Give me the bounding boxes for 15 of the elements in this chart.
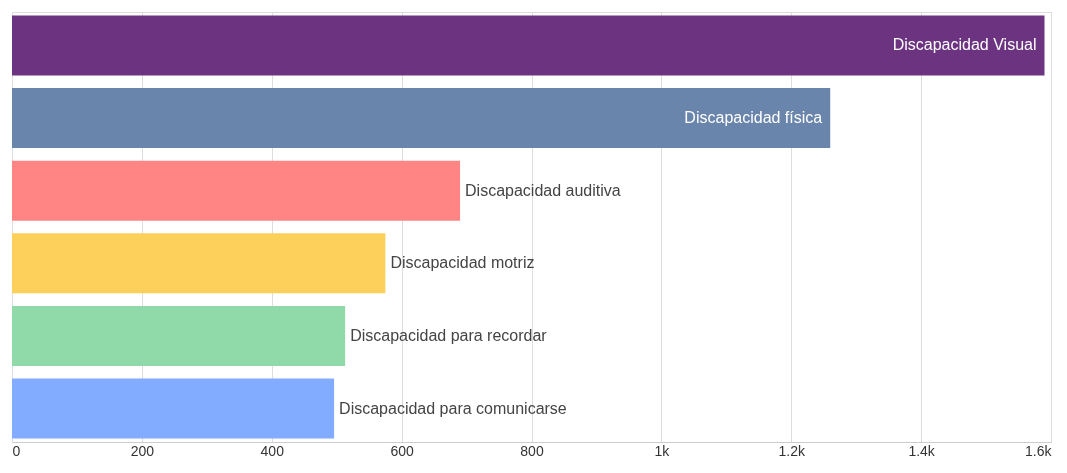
y-tick-label: Discapacidad para comunicarse — [339, 399, 567, 417]
y-tick-label: Discapacidad auditiva — [465, 181, 621, 199]
x-tick-label: 1k — [654, 442, 671, 459]
y-tick-label: Discapacidad motriz — [390, 254, 535, 272]
x-tick-label: 0 — [12, 442, 21, 459]
x-tick-label: 800 — [520, 442, 544, 459]
y-tick-label: Discapacidad física — [684, 109, 823, 127]
x-tick-label: 400 — [260, 442, 285, 459]
x-tick-label: 1.4k — [908, 442, 936, 459]
x-tick-label: 1.2k — [778, 442, 806, 459]
x-tick-label: 200 — [130, 442, 155, 459]
x-tick-label: 1.6k — [1025, 442, 1053, 459]
y-tick-label: Discapacidad para recordar — [350, 326, 548, 344]
y-tick-label: Discapacidad Visual — [892, 36, 1037, 54]
x-tick-label: 600 — [390, 442, 415, 459]
